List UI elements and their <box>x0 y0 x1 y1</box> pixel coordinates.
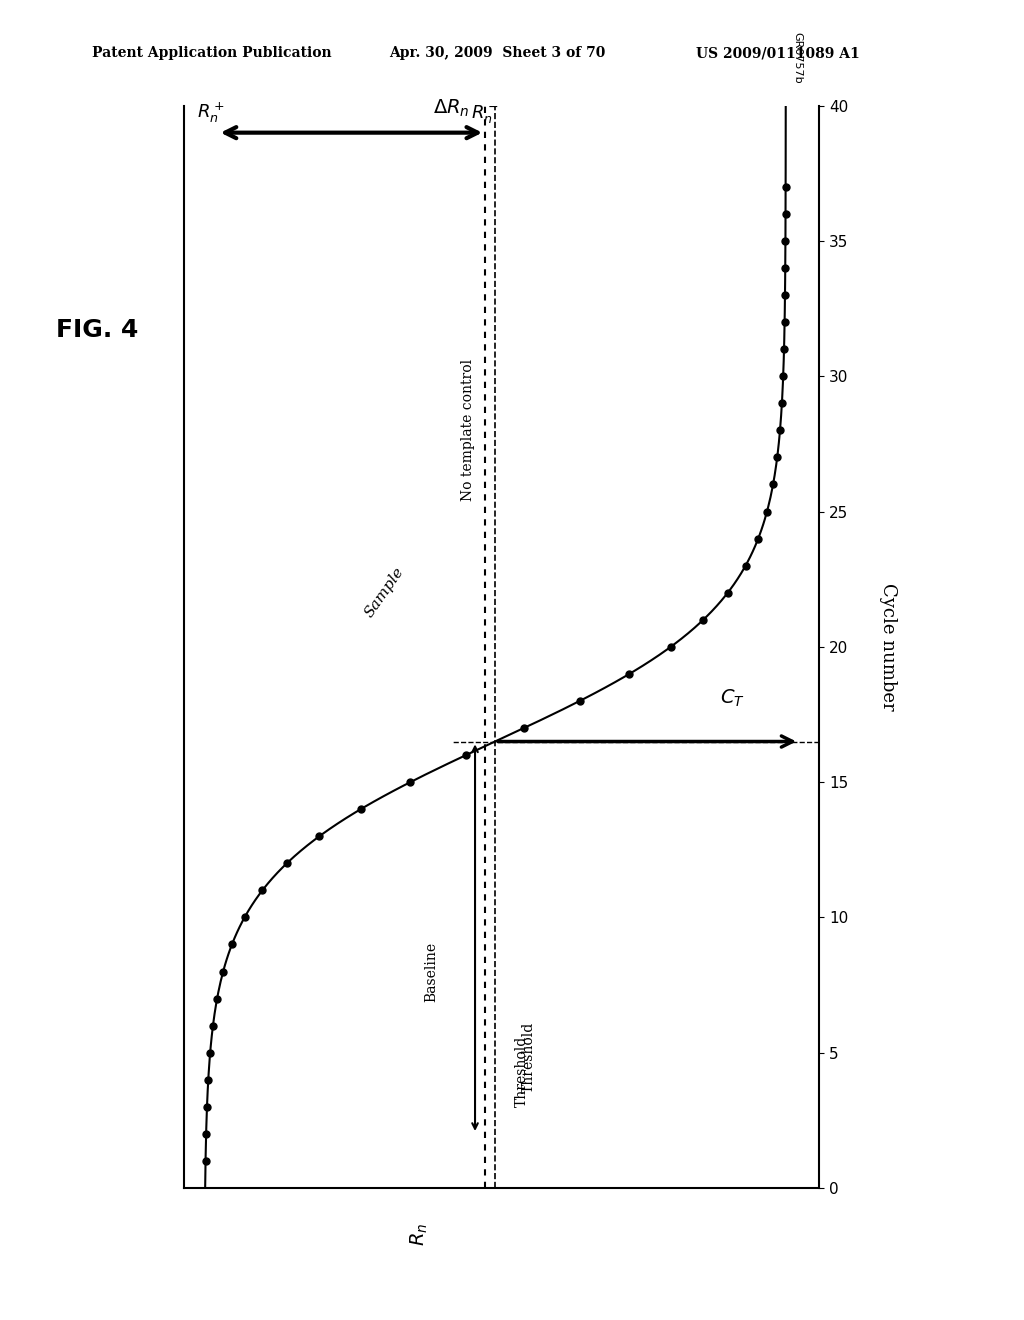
Text: Threshold: Threshold <box>515 1036 528 1106</box>
Text: Sample: Sample <box>362 565 408 620</box>
Text: $R_n^-$: $R_n^-$ <box>471 103 499 124</box>
Text: Apr. 30, 2009  Sheet 3 of 70: Apr. 30, 2009 Sheet 3 of 70 <box>389 46 605 61</box>
Text: $\Delta R_n$: $\Delta R_n$ <box>433 98 470 119</box>
Text: Patent Application Publication: Patent Application Publication <box>92 46 332 61</box>
Text: $C_T$: $C_T$ <box>720 688 744 709</box>
Text: $R_n$: $R_n$ <box>410 1222 430 1246</box>
Text: FIG. 4: FIG. 4 <box>56 318 138 342</box>
Text: Baseline: Baseline <box>425 941 438 1002</box>
Text: GR0757b: GR0757b <box>793 32 803 84</box>
Text: Threshold: Threshold <box>521 1022 536 1093</box>
Text: $R_n^+$: $R_n^+$ <box>198 100 225 124</box>
Text: US 2009/0111089 A1: US 2009/0111089 A1 <box>696 46 860 61</box>
Y-axis label: Cycle number: Cycle number <box>879 583 897 710</box>
Text: No template control: No template control <box>462 359 475 502</box>
